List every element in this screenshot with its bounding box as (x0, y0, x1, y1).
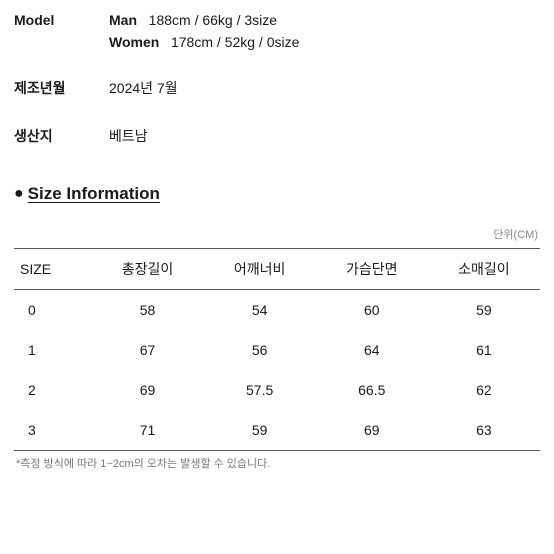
col-length: 총장길이 (91, 249, 203, 290)
cell: 71 (91, 410, 203, 451)
cell: 3 (14, 410, 91, 451)
col-shoulder: 어깨너비 (204, 249, 316, 290)
col-size: SIZE (14, 249, 91, 290)
model-man-label: Man (109, 12, 137, 28)
cell: 62 (428, 370, 540, 410)
bullet-icon: ● (14, 185, 24, 203)
model-row: Model Man 188cm / 66kg / 3size (14, 12, 540, 28)
cell: 63 (428, 410, 540, 451)
cell: 66.5 (316, 370, 428, 410)
cell: 64 (316, 330, 428, 370)
cell: 57.5 (204, 370, 316, 410)
origin-section: 생산지 베트남 (14, 126, 540, 146)
model-man-value: Man 188cm / 66kg / 3size (109, 12, 277, 28)
cell: 59 (428, 290, 540, 331)
mfg-section: 제조년월 2024년 7월 (14, 78, 540, 98)
mfg-label: 제조년월 (14, 78, 109, 98)
model-women-row: Women 178cm / 52kg / 0size (109, 34, 540, 50)
table-row: 1 67 56 64 61 (14, 330, 540, 370)
mfg-value: 2024년 7월 (109, 78, 178, 98)
model-man-stats (141, 12, 149, 28)
cell: 0 (14, 290, 91, 331)
cell: 58 (91, 290, 203, 331)
table-header-row: SIZE 총장길이 어깨너비 가슴단면 소매길이 (14, 249, 540, 290)
cell: 61 (428, 330, 540, 370)
origin-row: 생산지 베트남 (14, 126, 540, 146)
cell: 67 (91, 330, 203, 370)
footnote: *측정 방식에 따라 1~2cm의 오차는 발생할 수 있습니다. (14, 455, 540, 471)
model-section: Model Man 188cm / 66kg / 3size Women 178… (14, 12, 540, 50)
mfg-row: 제조년월 2024년 7월 (14, 78, 540, 98)
model-women-label: Women (109, 34, 159, 50)
size-heading: ● Size Information (14, 184, 540, 204)
col-sleeve: 소매길이 (428, 249, 540, 290)
cell: 56 (204, 330, 316, 370)
cell: 1 (14, 330, 91, 370)
table-row: 3 71 59 69 63 (14, 410, 540, 451)
col-chest: 가슴단면 (316, 249, 428, 290)
cell: 69 (91, 370, 203, 410)
table-row: 0 58 54 60 59 (14, 290, 540, 331)
model-women-value: Women 178cm / 52kg / 0size (109, 34, 299, 50)
cell: 59 (204, 410, 316, 451)
origin-label: 생산지 (14, 126, 109, 146)
size-table: SIZE 총장길이 어깨너비 가슴단면 소매길이 0 58 54 60 59 1… (14, 248, 540, 451)
table-row: 2 69 57.5 66.5 62 (14, 370, 540, 410)
cell: 69 (316, 410, 428, 451)
cell: 2 (14, 370, 91, 410)
size-heading-text: Size Information (28, 184, 160, 204)
model-label: Model (14, 12, 109, 28)
cell: 60 (316, 290, 428, 331)
origin-value: 베트남 (109, 126, 148, 146)
cell: 54 (204, 290, 316, 331)
unit-label: 단위(CM) (14, 226, 540, 242)
